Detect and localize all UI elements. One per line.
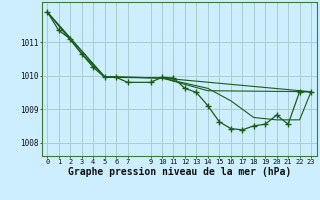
X-axis label: Graphe pression niveau de la mer (hPa): Graphe pression niveau de la mer (hPa)	[68, 167, 291, 177]
